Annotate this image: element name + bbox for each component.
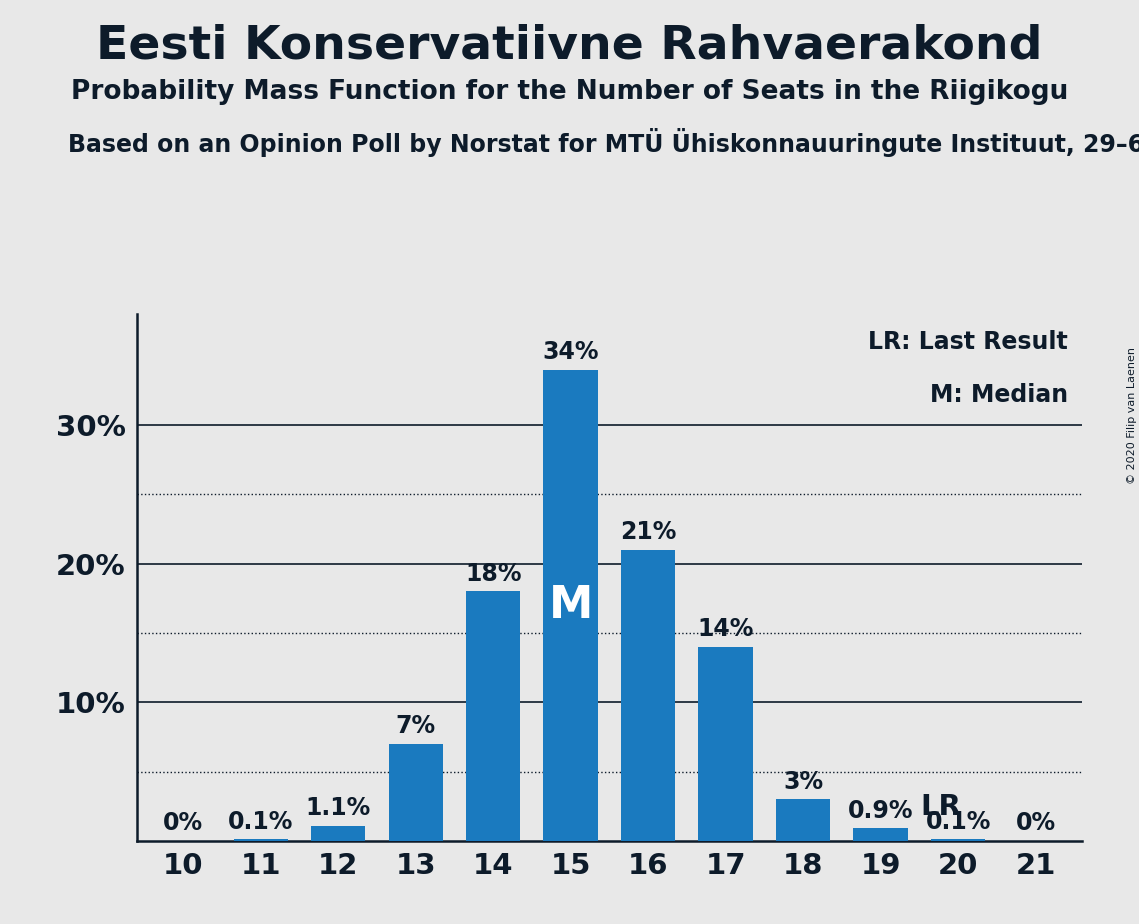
Bar	[621, 550, 675, 841]
Bar	[311, 826, 366, 841]
Bar	[233, 839, 288, 841]
Text: 1.1%: 1.1%	[305, 796, 371, 821]
Text: 0.1%: 0.1%	[228, 810, 294, 833]
Text: 0%: 0%	[1016, 811, 1056, 835]
Text: M: Median: M: Median	[929, 383, 1068, 407]
Text: 7%: 7%	[395, 714, 436, 738]
Text: 0%: 0%	[163, 811, 203, 835]
Text: © 2020 Filip van Laenen: © 2020 Filip van Laenen	[1126, 347, 1137, 484]
Bar	[466, 591, 521, 841]
Bar	[698, 647, 753, 841]
Bar	[388, 744, 443, 841]
Text: LR: Last Result: LR: Last Result	[868, 330, 1068, 354]
Text: Based on an Opinion Poll by Norstat for MTÜ Ühiskonnauuringute Instituut, 29–6 J: Based on an Opinion Poll by Norstat for …	[68, 128, 1139, 156]
Bar	[853, 828, 908, 841]
Text: 34%: 34%	[542, 340, 599, 364]
Text: 3%: 3%	[782, 770, 823, 794]
Bar	[776, 799, 830, 841]
Bar	[931, 839, 985, 841]
Text: LR: LR	[920, 794, 961, 821]
Text: Probability Mass Function for the Number of Seats in the Riigikogu: Probability Mass Function for the Number…	[71, 79, 1068, 104]
Text: 0.1%: 0.1%	[925, 810, 991, 833]
Text: 14%: 14%	[697, 617, 754, 641]
Text: Eesti Konservatiivne Rahvaerakond: Eesti Konservatiivne Rahvaerakond	[97, 23, 1042, 68]
Text: 21%: 21%	[620, 520, 677, 544]
Text: M: M	[549, 584, 592, 626]
Text: 0.9%: 0.9%	[847, 799, 913, 822]
Bar	[543, 370, 598, 841]
Text: 18%: 18%	[465, 562, 522, 586]
